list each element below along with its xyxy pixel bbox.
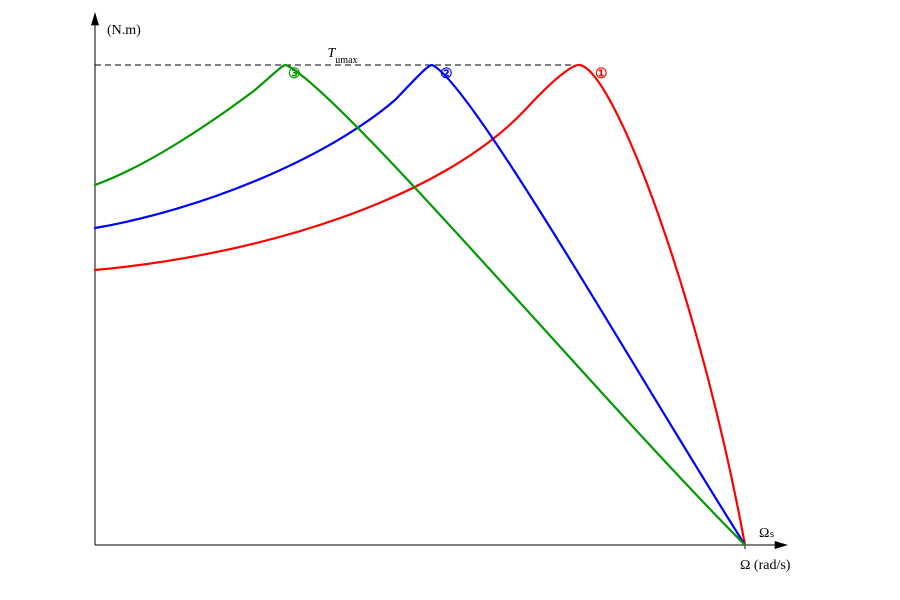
- curve-1: [95, 65, 745, 545]
- curves-group: ① ② ③: [95, 65, 745, 545]
- tumax-line: Tumax: [95, 46, 580, 66]
- tumax-label: Tumax: [328, 46, 358, 66]
- curve-label-2: ②: [440, 67, 453, 82]
- curve-3: [95, 65, 745, 545]
- torque-speed-chart: (N.m) Ω (rad/s) Ωₛ Tumax ① ② ③: [0, 0, 900, 600]
- curve-label-1: ①: [595, 67, 608, 82]
- curve-2: [95, 65, 745, 545]
- y-axis-label: (N.m): [107, 23, 141, 38]
- curve-label-3: ③: [288, 67, 301, 82]
- x-axis-label: Ω (rad/s): [740, 558, 791, 573]
- y-axis: (N.m): [91, 12, 141, 545]
- x-axis: Ω (rad/s) Ωₛ: [95, 526, 791, 573]
- x-tick-label: Ωₛ: [759, 526, 775, 541]
